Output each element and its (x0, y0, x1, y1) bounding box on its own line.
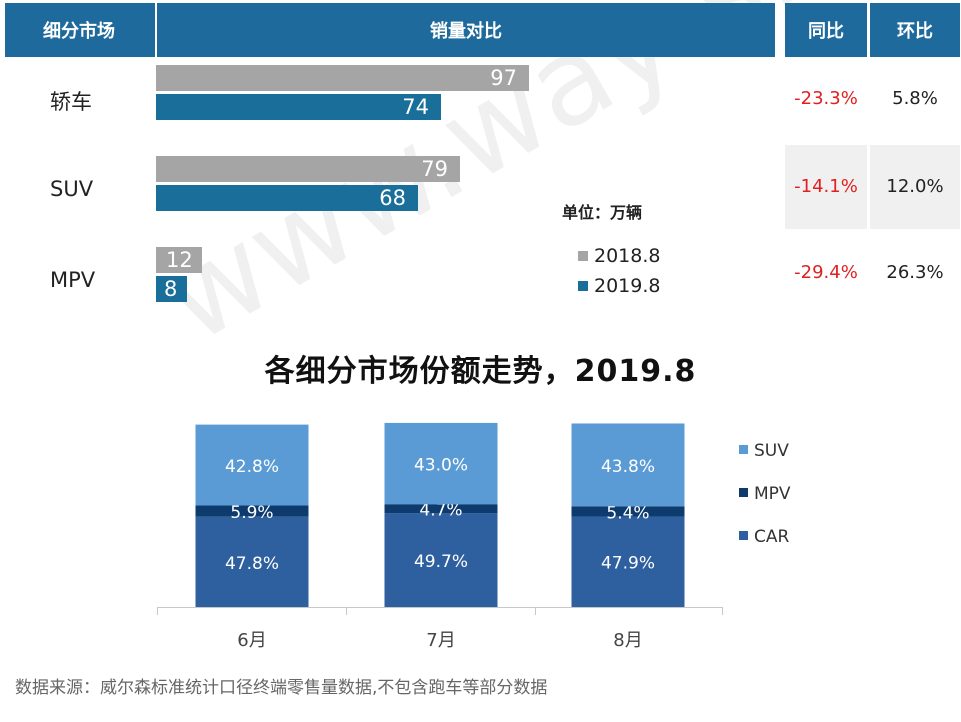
share-label-mpv-8: 5.4% (606, 503, 649, 523)
header-yoy: 同比 (785, 3, 867, 57)
share-label-mpv-6: 5.9% (230, 503, 273, 523)
legend-label-2019: 2019.8 (594, 275, 661, 297)
bar-value-suv-2018: 79 (421, 157, 448, 181)
legend-label-2018: 2018.8 (594, 245, 661, 267)
legend-2019: 2019.8 (578, 275, 660, 297)
share-label-mpv-7: 4.7% (419, 501, 462, 521)
share-bar-mpv-6 (195, 505, 309, 517)
share-bar-car-7 (384, 513, 498, 607)
yoy-mpv: -29.4% (794, 262, 858, 283)
header-mom: 环比 (870, 3, 960, 57)
bar-mpv-2018: 12 (156, 247, 202, 273)
bar-car-2018: 97 (156, 65, 529, 91)
share-bar-suv-6 (195, 424, 309, 506)
bar-value-suv-2019: 68 (379, 186, 406, 210)
share-label-suv-6: 42.8% (225, 457, 279, 477)
share-bar-mpv-8 (571, 506, 685, 517)
share-bar-mpv-7 (384, 504, 498, 514)
legend-swatch-mpv (739, 488, 748, 497)
row-label-suv: SUV (50, 177, 94, 201)
legend-swatch-2018 (578, 251, 588, 261)
yoy-suv: -14.1% (785, 145, 867, 229)
share-label-car-6: 47.8% (225, 554, 279, 574)
row-label-mpv: MPV (50, 268, 96, 292)
x-tick-label: 7月 (426, 630, 455, 651)
yoy-car: -23.3% (794, 88, 858, 109)
bar-car-2019: 74 (156, 94, 441, 120)
row-label-car: 轿车 (50, 90, 92, 114)
bar-value-car-2018: 97 (490, 66, 517, 90)
mom-suv: 12.0% (870, 145, 960, 229)
x-tick-label: 8月 (613, 630, 642, 651)
share-label-suv-7: 43.0% (414, 456, 468, 476)
bar-mpv-2019: 8 (156, 276, 187, 302)
header-segment: 细分市场 (5, 3, 155, 57)
mom-car: 5.8% (892, 88, 938, 109)
share-bar-car-8 (571, 516, 685, 607)
bar-value-car-2019: 74 (402, 95, 429, 119)
bar-suv-2018: 79 (156, 156, 460, 182)
source-note: 数据来源：威尔森标准统计口径终端零售量数据,不包含跑车等部分数据 (15, 678, 548, 698)
share-bar-suv-8 (571, 423, 685, 507)
x-tick-label: 6月 (237, 630, 266, 651)
legend-label-mpv: MPV (754, 484, 791, 504)
unit-label: 单位：万辆 (562, 203, 643, 222)
legend-label-car: CAR (754, 527, 789, 547)
bar-suv-2019: 68 (156, 185, 418, 211)
header-volume: 销量对比 (157, 3, 775, 57)
legend-swatch-suv (739, 445, 748, 454)
legend-2018: 2018.8 (578, 245, 660, 267)
share-chart-title: 各细分市场份额走势，2019.8 (264, 354, 697, 389)
share-bar-car-6 (195, 516, 309, 607)
legend-swatch-2019 (578, 281, 588, 291)
mom-mpv: 26.3% (886, 262, 944, 283)
share-label-suv-8: 43.8% (601, 457, 655, 477)
share-bar-suv-7 (384, 422, 498, 505)
share-label-car-8: 47.9% (601, 554, 655, 574)
share-label-car-7: 49.7% (414, 552, 468, 572)
bar-value-mpv-2018: 12 (166, 248, 193, 272)
bar-value-mpv-2019: 8 (164, 277, 178, 301)
legend-swatch-car (739, 531, 748, 540)
legend-label-suv: SUV (754, 441, 789, 461)
